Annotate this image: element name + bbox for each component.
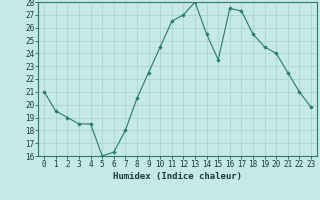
X-axis label: Humidex (Indice chaleur): Humidex (Indice chaleur) (113, 172, 242, 181)
